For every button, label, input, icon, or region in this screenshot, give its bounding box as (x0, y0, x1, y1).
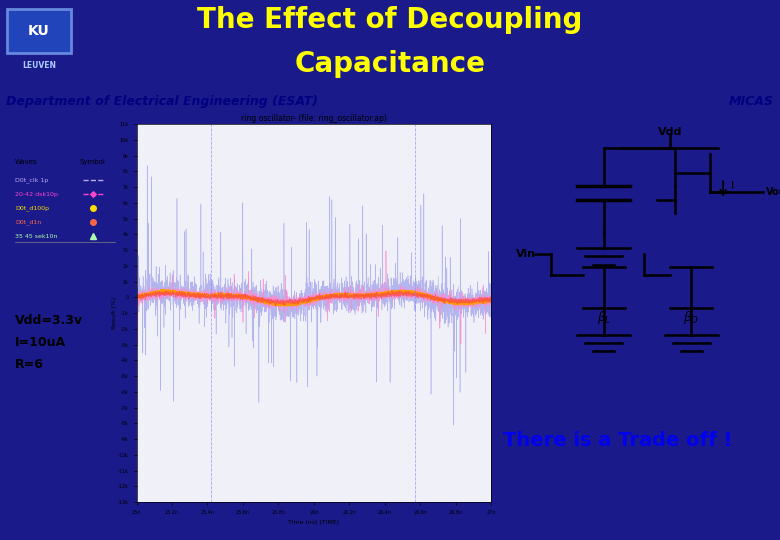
Text: Waves: Waves (15, 159, 37, 165)
Text: Symbol: Symbol (80, 159, 106, 165)
Title: ring oscillator- (file: ring_oscillator.ap): ring oscillator- (file: ring_oscillator.… (241, 114, 387, 124)
Text: KU: KU (28, 24, 50, 38)
Text: D0t_clk 1p: D0t_clk 1p (15, 178, 48, 183)
Text: 10p, 100p, 1n, 10n: 10p, 100p, 1n, 10n (213, 253, 331, 264)
Text: $\beta_L$: $\beta_L$ (597, 309, 611, 326)
Text: Department of Electrical Engineering (ESAT): Department of Electrical Engineering (ES… (6, 95, 318, 109)
Text: Vout: Vout (765, 187, 780, 197)
Text: 1p: 1p (312, 185, 333, 200)
Text: Vdd=3.3v: Vdd=3.3v (15, 314, 83, 327)
Text: Cd: Cd (448, 235, 470, 250)
Text: LEUVEN: LEUVEN (22, 60, 56, 70)
Bar (8, 9, 70, 53)
X-axis label: Time (ns) (TIME): Time (ns) (TIME) (289, 521, 339, 525)
Text: $\beta_D$: $\beta_D$ (683, 309, 700, 326)
Text: D0t_d1n: D0t_d1n (15, 220, 41, 225)
Text: Vdd: Vdd (658, 127, 682, 137)
Text: I=10uA: I=10uA (15, 336, 66, 349)
Text: D0t_d100p: D0t_d100p (15, 206, 49, 211)
Text: Vin: Vin (516, 249, 536, 259)
Text: There is a Trade off !: There is a Trade off ! (503, 430, 732, 450)
Text: I: I (731, 181, 734, 191)
Text: Capacitance: Capacitance (295, 50, 485, 78)
Text: 20-42 dsk10p: 20-42 dsk10p (15, 192, 58, 197)
Text: The Effect of Decoupling: The Effect of Decoupling (197, 6, 583, 35)
Y-axis label: Result (%): Result (%) (112, 297, 116, 329)
Text: MICAS: MICAS (729, 95, 774, 109)
Text: 35 45 sek10n: 35 45 sek10n (15, 234, 58, 239)
Text: R=6: R=6 (15, 357, 44, 370)
